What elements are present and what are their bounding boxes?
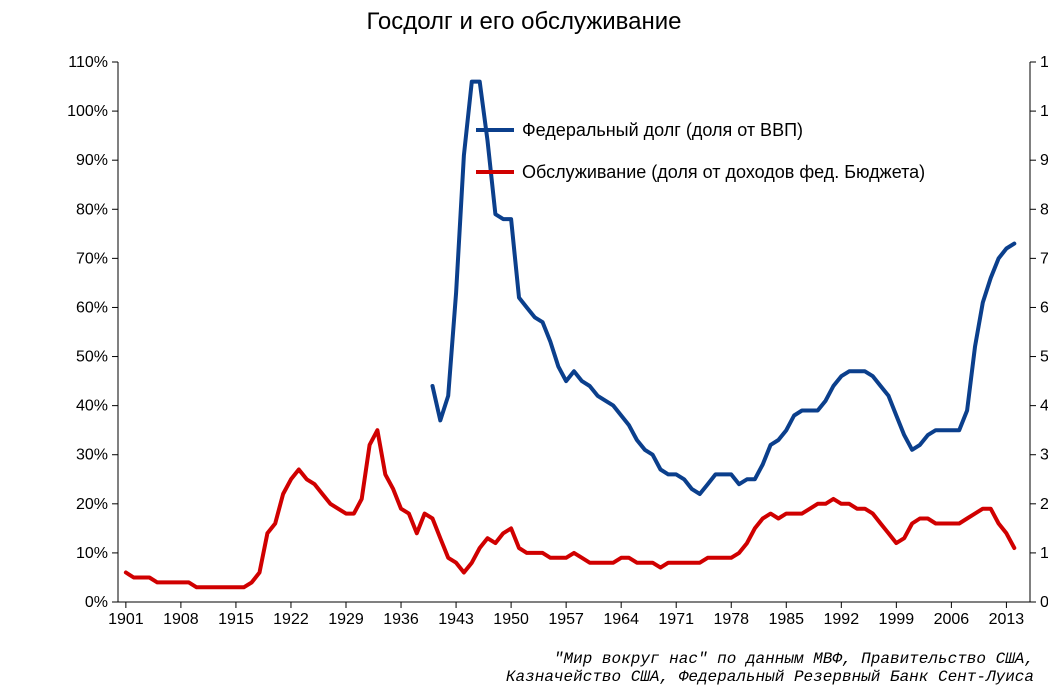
svg-text:110%: 110% bbox=[68, 54, 108, 71]
svg-text:1964: 1964 bbox=[603, 611, 639, 628]
svg-text:1992: 1992 bbox=[824, 611, 860, 628]
svg-text:10%: 10% bbox=[1040, 545, 1048, 562]
svg-text:40%: 40% bbox=[1040, 398, 1048, 415]
svg-text:1908: 1908 bbox=[163, 611, 199, 628]
svg-text:1915: 1915 bbox=[218, 611, 254, 628]
svg-text:10%: 10% bbox=[76, 545, 108, 562]
svg-text:1985: 1985 bbox=[768, 611, 804, 628]
chart-credits: "Мир вокруг нас" по данным МВФ, Правител… bbox=[506, 650, 1034, 686]
svg-text:100%: 100% bbox=[67, 103, 108, 120]
svg-text:100%: 100% bbox=[1040, 103, 1048, 120]
svg-text:40%: 40% bbox=[76, 398, 108, 415]
svg-text:1999: 1999 bbox=[879, 611, 915, 628]
chart-container: Госдолг и его обслуживание 0% 0% 10% 10% 20%… bbox=[0, 0, 1048, 692]
svg-text:20%: 20% bbox=[1040, 496, 1048, 513]
svg-text:1922: 1922 bbox=[273, 611, 309, 628]
svg-text:20%: 20% bbox=[76, 496, 108, 513]
svg-text:90%: 90% bbox=[76, 152, 108, 169]
svg-text:60%: 60% bbox=[76, 299, 108, 316]
svg-text:1950: 1950 bbox=[493, 611, 529, 628]
svg-text:2006: 2006 bbox=[934, 611, 970, 628]
svg-text:1971: 1971 bbox=[658, 611, 694, 628]
svg-text:30%: 30% bbox=[76, 447, 108, 464]
svg-text:30%: 30% bbox=[1040, 447, 1048, 464]
svg-text:90%: 90% bbox=[1040, 152, 1048, 169]
svg-text:70%: 70% bbox=[76, 250, 108, 267]
svg-text:1943: 1943 bbox=[438, 611, 474, 628]
svg-text:Федеральный долг (доля от ВВП): Федеральный долг (доля от ВВП) bbox=[522, 120, 803, 140]
svg-text:0%: 0% bbox=[85, 594, 108, 611]
svg-text:50%: 50% bbox=[76, 349, 108, 366]
svg-text:0%: 0% bbox=[1040, 594, 1048, 611]
svg-text:110%: 110% bbox=[1040, 54, 1048, 71]
svg-text:70%: 70% bbox=[1040, 250, 1048, 267]
svg-text:60%: 60% bbox=[1040, 299, 1048, 316]
svg-text:1936: 1936 bbox=[383, 611, 419, 628]
chart-svg: 0% 0% 10% 10% 20% 20% 30% 30% 40% 40% 50% 50% 60% 60%… bbox=[0, 0, 1048, 640]
svg-text:80%: 80% bbox=[76, 201, 108, 218]
svg-text:1901: 1901 bbox=[108, 611, 144, 628]
chart-title: Госдолг и его обслуживание bbox=[0, 8, 1048, 36]
svg-text:1978: 1978 bbox=[713, 611, 749, 628]
svg-text:Обслуживание (доля от доходов: Обслуживание (доля от доходов фед. Бюдже… bbox=[522, 162, 925, 182]
svg-text:1957: 1957 bbox=[548, 611, 584, 628]
svg-text:50%: 50% bbox=[1040, 349, 1048, 366]
svg-text:1929: 1929 bbox=[328, 611, 364, 628]
svg-text:80%: 80% bbox=[1040, 201, 1048, 218]
svg-text:2013: 2013 bbox=[989, 611, 1025, 628]
